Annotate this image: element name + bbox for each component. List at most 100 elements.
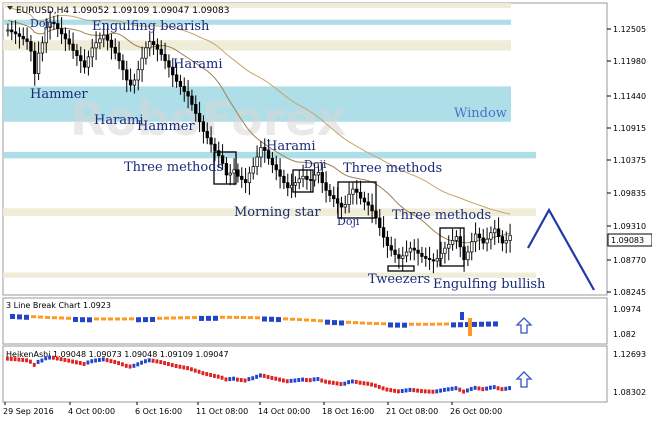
candle-body — [144, 47, 148, 59]
line-break-bar — [122, 317, 127, 321]
candle-body — [71, 43, 75, 51]
candle-body — [370, 204, 374, 212]
heiken-ashi-bar — [78, 361, 82, 366]
candle-body — [159, 48, 163, 55]
candle-body — [236, 169, 240, 177]
line-break-bar — [248, 316, 253, 320]
candle-body — [63, 33, 68, 40]
line-break-bar — [437, 322, 442, 326]
candle-body — [121, 60, 125, 71]
heiken-ashi-bar — [358, 380, 362, 385]
x-tick-label: 18 Oct 16:00 — [322, 407, 374, 416]
x-tick-label: 14 Oct 00:00 — [258, 407, 310, 416]
line-break-bar — [479, 321, 484, 327]
heiken-ashi-bar — [109, 359, 113, 364]
line-break-bar — [395, 322, 400, 328]
candle-body — [355, 188, 359, 193]
heiken-ashi-bar — [324, 379, 327, 384]
main-y-axis: 1.12505 1.11980 1.11440 1.10915 1.10375 1.098… — [607, 25, 646, 297]
candle-body — [408, 247, 413, 253]
candle-body — [259, 147, 263, 158]
up-arrow-icon — [515, 371, 533, 388]
x-tick-label: 11 Oct 08:00 — [196, 407, 248, 416]
candle-body — [251, 166, 255, 174]
y-tick-label: 1.09835 — [613, 189, 646, 198]
candle-body — [105, 34, 110, 41]
dropdown-triangle-icon[interactable] — [7, 6, 13, 10]
line-break-bar — [45, 315, 50, 319]
candle-body — [485, 238, 489, 244]
heiken-ashi-bar — [59, 357, 63, 362]
heiken-ashi-bar — [496, 386, 500, 391]
moving-average-line — [7, 7, 511, 215]
candle-body — [186, 91, 190, 97]
line-break-bar — [80, 317, 85, 323]
line-break-bar — [185, 316, 190, 320]
candle-body — [443, 247, 447, 254]
candle-body — [224, 163, 229, 176]
pattern-label: Engulfing bullish — [433, 277, 546, 292]
heiken-ashi-bar — [52, 355, 55, 360]
heiken-ashi-bar — [247, 377, 251, 382]
heiken-ashi-bar — [48, 355, 51, 360]
heiken-ashi-bar — [213, 373, 216, 378]
line-break-bar — [31, 315, 36, 319]
candle-body — [339, 202, 344, 208]
y-tick-label: 1.08245 — [613, 288, 646, 297]
heiken-ashi-bar — [232, 376, 235, 381]
candle-body — [508, 234, 512, 241]
candle-body — [40, 42, 45, 54]
heiken-ashi-bar — [339, 382, 343, 387]
heiken-ashi-bar — [121, 362, 124, 367]
heiken-ashi-bar — [236, 377, 239, 382]
candle-body — [79, 55, 83, 62]
candle-body — [286, 182, 290, 189]
heiken-ashi-bar — [13, 357, 17, 362]
heiken-ashi-bar — [408, 387, 412, 392]
heiken-ashi-bar — [262, 373, 266, 378]
heiken-ashi-bar — [40, 358, 44, 363]
candle-body — [263, 147, 267, 151]
line-break-bar — [17, 314, 22, 320]
candle-body — [401, 255, 405, 259]
heiken-ashi-bar — [251, 376, 255, 381]
x-tick-label: 26 Oct 00:00 — [450, 407, 502, 416]
heiken-ashi-bar — [351, 379, 354, 384]
line-break-bar — [269, 316, 274, 322]
line-break-bar — [66, 316, 71, 320]
heiken-ashi-bar — [117, 361, 120, 366]
candle-body — [393, 249, 397, 255]
heiken-ashi-bar — [178, 364, 182, 369]
line-break-title: 3 Line Break Chart 1.0923 — [6, 301, 111, 310]
heiken-ashi-bar — [423, 389, 427, 394]
candle-body — [332, 195, 336, 200]
line-break-bar — [164, 316, 169, 320]
heiken-ashi-bar — [466, 388, 469, 393]
candle-body — [194, 104, 198, 114]
heiken-ashi-bar — [128, 364, 132, 369]
line-break-bar — [129, 317, 134, 321]
candle-body — [266, 150, 271, 159]
candle-body — [56, 23, 60, 30]
heiken-ashi-bar — [90, 359, 94, 364]
line-break-bar — [143, 317, 148, 323]
candle-body — [213, 143, 217, 151]
candle-body — [493, 228, 497, 234]
candle-body — [102, 34, 106, 40]
line-break-bar — [255, 316, 260, 320]
y-tick-label: 1.0974 — [613, 305, 641, 314]
line-break-bar — [108, 317, 113, 321]
heiken-ashi-bar — [86, 360, 90, 365]
heiken-ashi-bar — [443, 387, 446, 392]
line-break-bar — [206, 315, 211, 321]
line-break-bar — [52, 316, 57, 320]
candle-body — [351, 188, 355, 195]
candle-body — [255, 156, 259, 167]
line-break-bar — [150, 316, 155, 322]
heiken-ashi-bar — [167, 361, 170, 366]
pattern-box — [387, 265, 415, 272]
line-break-bar — [318, 319, 323, 323]
heiken-ashi-bar — [500, 387, 504, 392]
zone-support — [3, 272, 536, 278]
